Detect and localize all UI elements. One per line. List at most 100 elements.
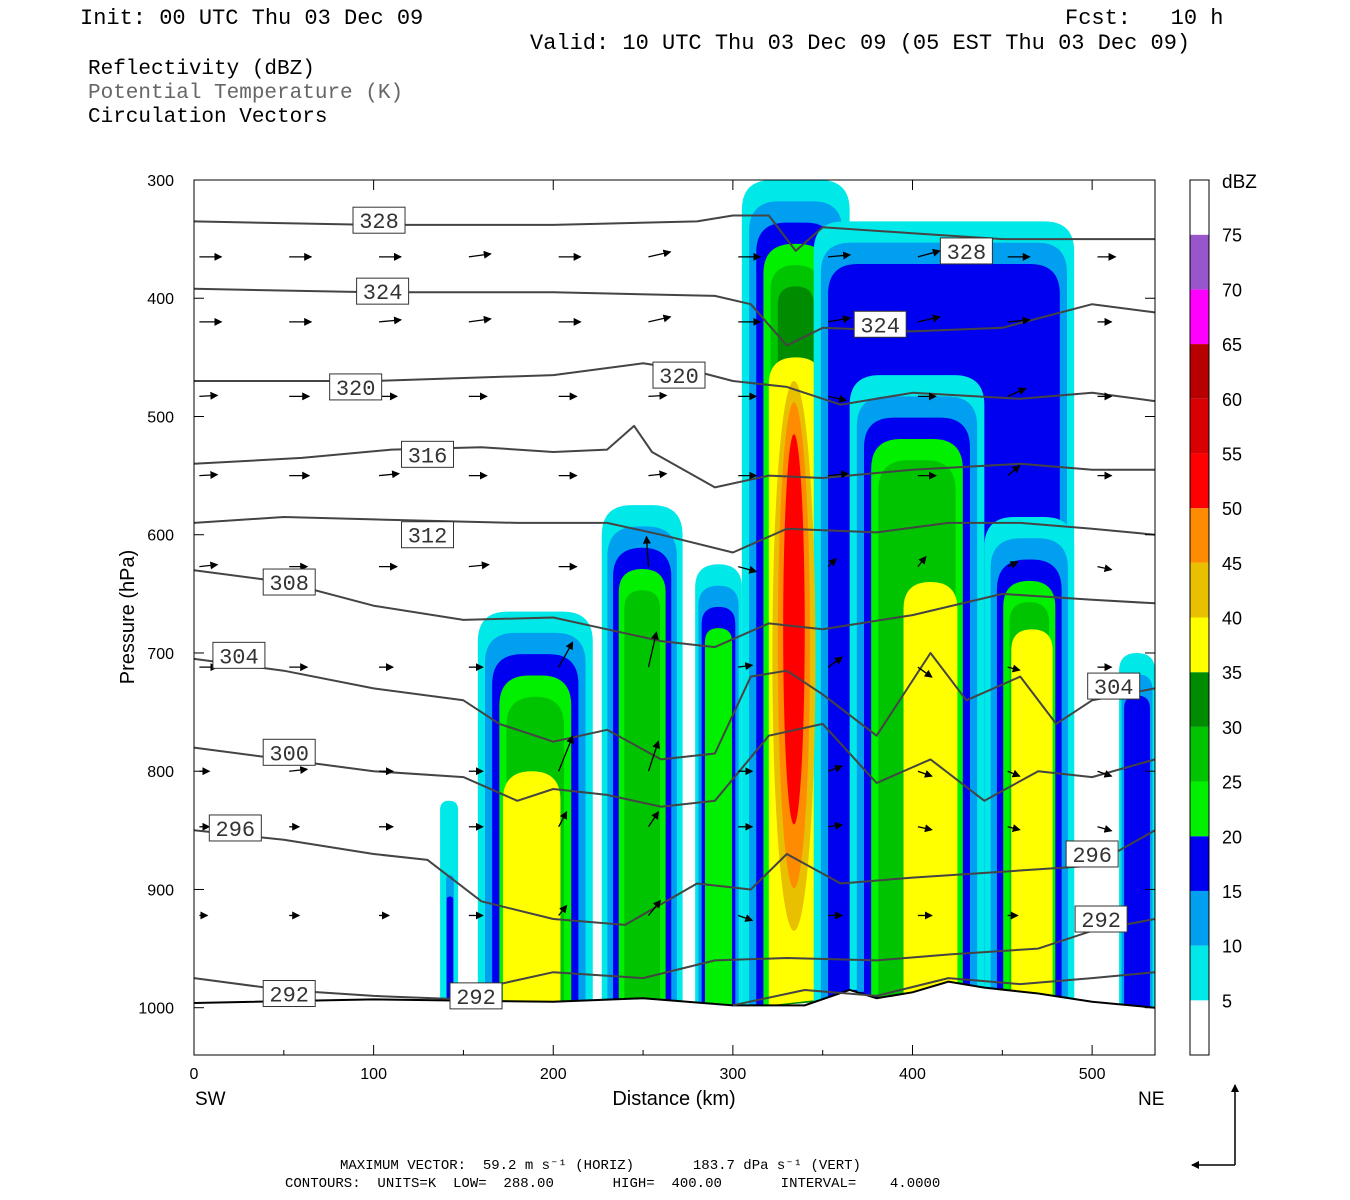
- theta-label: 292: [1081, 909, 1121, 934]
- theta-contour-292: [194, 918, 1155, 1001]
- theta-label: 300: [269, 742, 309, 767]
- circulation-vector: [1097, 770, 1113, 778]
- circulation-vector: [558, 735, 574, 772]
- reflectivity-core-7: [903, 582, 958, 994]
- circulation-vector: [1097, 825, 1113, 833]
- y-tick-label: 300: [147, 173, 174, 190]
- circulation-vector: [558, 810, 568, 828]
- colorbar-swatch: [1190, 781, 1209, 837]
- x-tick-label: 300: [720, 1066, 747, 1083]
- circulation-vector: [917, 248, 941, 258]
- theta-label-box: [356, 277, 410, 305]
- theta-contour-320: [194, 362, 1155, 406]
- circulation-vector: [378, 470, 401, 479]
- theta-label-box: [1065, 840, 1119, 868]
- theta-label: 304: [219, 645, 259, 670]
- circulation-vector: [558, 641, 574, 668]
- circulation-vector: [738, 914, 754, 922]
- colorbar-swatch: [1190, 180, 1209, 235]
- circulation-vector: [827, 764, 844, 773]
- theta-label: 324: [363, 281, 403, 306]
- theta-label: 292: [456, 986, 496, 1011]
- plot-frame: [193, 179, 1156, 1056]
- theta-contour-308: [194, 569, 1155, 649]
- colorbar-swatch: [1190, 508, 1209, 563]
- circulation-vector: [378, 316, 403, 325]
- circulation-vector: [199, 391, 219, 400]
- colorbar-level: 45: [1222, 554, 1242, 574]
- colorbar-swatch: [1190, 398, 1209, 454]
- x-tick-label: 400: [899, 1066, 926, 1083]
- x-tick-label: 500: [1079, 1066, 1106, 1083]
- circulation-vector: [827, 656, 843, 668]
- contour-note: CONTOURS: UNITS=K LOW= 288.00 HIGH= 400.…: [285, 1176, 941, 1192]
- reflectivity-core-8: [1011, 629, 1053, 996]
- colorbar-swatch: [1190, 617, 1209, 673]
- theta-label-box: [853, 310, 907, 338]
- field-label-theta: Potential Temperature (K): [88, 82, 404, 105]
- theta-contour-300: [194, 722, 1155, 808]
- colorbar-level: 75: [1222, 226, 1242, 246]
- theta-contour-312: [194, 516, 1155, 554]
- theta-contour-324: [194, 287, 1155, 347]
- reflectivity-cell-9-level-3: [1124, 695, 1150, 1008]
- max-reflectivity-core-2: [783, 434, 805, 825]
- circulation-vector: [1007, 464, 1021, 477]
- theta-label: 320: [659, 365, 699, 390]
- circulation-vector: [199, 471, 219, 479]
- colorbar-level: 5: [1222, 991, 1232, 1011]
- colorbar-level: 30: [1222, 718, 1242, 738]
- circulation-vector: [647, 631, 659, 668]
- x-axis-label: Distance (km): [612, 1088, 735, 1110]
- y-tick-label: 500: [147, 409, 174, 426]
- colorbar-swatch: [1190, 672, 1209, 727]
- theta-contour-296: [194, 829, 1155, 926]
- circulation-vector: [828, 251, 852, 260]
- circulation-vector: [917, 824, 933, 833]
- field-label-reflectivity: Reflectivity (dBZ): [88, 58, 315, 81]
- theta-label: 320: [336, 377, 376, 402]
- circulation-vector: [1007, 387, 1027, 397]
- circulation-vector: [1007, 769, 1021, 778]
- colorbar-level: 60: [1222, 390, 1242, 410]
- colorbar-swatch: [1190, 726, 1209, 782]
- theta-label-box: [401, 440, 455, 468]
- circulation-vector: [1007, 664, 1021, 673]
- circulation-vector: [468, 250, 492, 259]
- circulation-vector: [647, 810, 660, 828]
- x-tick-label: 0: [190, 1066, 199, 1083]
- max-vector-note: MAXIMUM VECTOR: 59.2 m s⁻¹ (HORIZ) 183.7…: [340, 1158, 861, 1174]
- below-ground-mask: [194, 981, 1155, 1055]
- field-label-vectors: Circulation Vectors: [88, 106, 328, 129]
- theta-label-box: [262, 738, 316, 766]
- vector-reference-icon: [1191, 1084, 1239, 1169]
- colorbar-level: 35: [1222, 663, 1242, 683]
- circulation-vector: [199, 561, 219, 570]
- circulation-vector: [827, 821, 844, 830]
- theta-label: 324: [860, 314, 900, 339]
- theta-label-box: [352, 206, 406, 234]
- theta-contour-304: [194, 652, 1155, 761]
- colorbar-swatch: [1190, 289, 1209, 345]
- circulation-vector: [648, 470, 668, 479]
- circulation-vector: [1097, 564, 1113, 573]
- theta-label-box: [329, 373, 383, 401]
- init-time: Init: 00 UTC Thu 03 Dec 09: [80, 6, 424, 31]
- y-tick-label: 600: [147, 528, 174, 545]
- circulation-vector: [648, 249, 672, 258]
- circulation-vector: [738, 662, 754, 671]
- colorbar-level: 55: [1222, 444, 1242, 464]
- circulation-vector: [642, 535, 651, 567]
- theta-label-box: [262, 980, 316, 1008]
- y-tick-label: 900: [147, 882, 174, 899]
- x-tick-label: 200: [540, 1066, 567, 1083]
- theta-label: 296: [216, 818, 256, 843]
- forecast-hour: Fcst: 10 h: [1065, 6, 1224, 31]
- circulation-vector: [648, 391, 668, 400]
- circulation-vector: [917, 555, 927, 568]
- theta-label: 328: [359, 210, 399, 235]
- y-tick-label: 400: [147, 291, 174, 308]
- circulation-vector: [1007, 561, 1019, 569]
- colorbar-frame: [1189, 179, 1210, 1056]
- colorbar-level: 25: [1222, 773, 1242, 793]
